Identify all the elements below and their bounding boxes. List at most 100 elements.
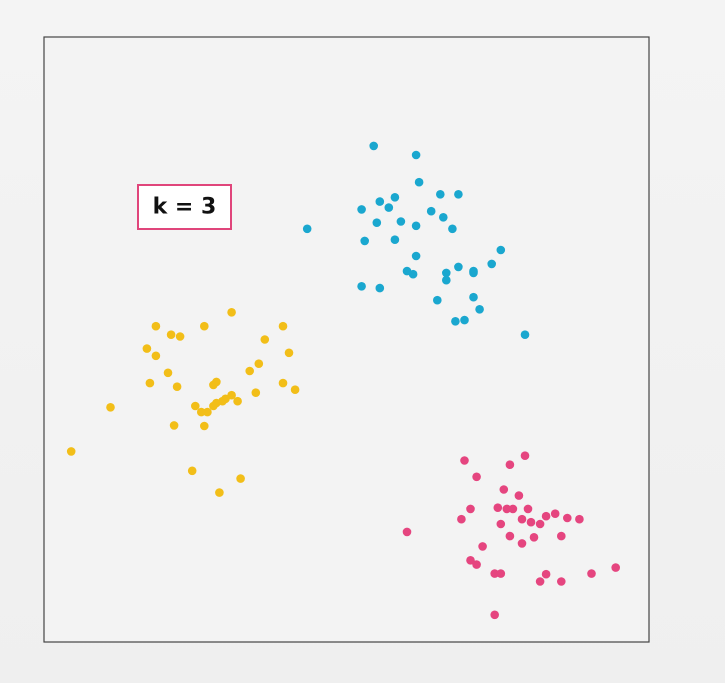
- cluster-1-point: [439, 213, 448, 222]
- cluster-1-point: [411, 150, 421, 160]
- cluster-1-point: [357, 205, 366, 214]
- cluster-3-point: [472, 472, 481, 482]
- cluster-1-point: [436, 190, 445, 199]
- cluster-1-point: [411, 221, 421, 231]
- cluster-1-point: [469, 292, 478, 302]
- cluster-1-point: [302, 224, 312, 234]
- points-layer: [66, 141, 620, 620]
- cluster-1-point: [496, 245, 506, 255]
- cluster-1-point: [520, 330, 530, 340]
- cluster-3-point: [508, 504, 518, 514]
- cluster-2-point: [290, 385, 300, 395]
- cluster-2-point: [209, 401, 218, 411]
- cluster-1-point: [442, 268, 451, 278]
- cluster-1-point: [414, 177, 424, 187]
- cluster-3-point: [523, 504, 533, 514]
- cluster-3-point: [557, 531, 566, 541]
- cluster-3-point: [611, 563, 620, 572]
- cluster-2-point: [145, 378, 155, 388]
- cluster-2-point: [251, 388, 261, 398]
- cluster-3-point: [535, 519, 545, 529]
- k-annotation-box: [137, 184, 232, 230]
- k-annotation-text: k = 3: [153, 195, 217, 220]
- cluster-3: [402, 451, 620, 620]
- cluster-3-point: [496, 569, 506, 578]
- cluster-3-point: [402, 527, 412, 537]
- cluster-2-point: [172, 382, 182, 392]
- cluster-1-point: [487, 259, 497, 269]
- cluster-3-point: [466, 556, 475, 565]
- cluster-3-point: [457, 514, 466, 524]
- cluster-1-point: [375, 283, 385, 293]
- cluster-2-point: [245, 366, 254, 376]
- cluster-3-point: [575, 514, 584, 524]
- cluster-2-point: [106, 403, 115, 412]
- cluster-3-point: [502, 504, 512, 514]
- cluster-2-point: [66, 447, 76, 456]
- cluster-2-point: [191, 401, 200, 411]
- cluster-1-point: [390, 235, 400, 244]
- cluster-3-point: [490, 610, 500, 620]
- cluster-3-point: [466, 504, 475, 514]
- cluster-2-point: [142, 344, 152, 353]
- cluster-2: [66, 308, 300, 497]
- cluster-3-point: [563, 513, 572, 523]
- cluster-3-point: [478, 542, 487, 551]
- cluster-2-point: [151, 351, 161, 361]
- cluster-1-point: [426, 206, 436, 216]
- cluster-1-point: [411, 251, 421, 261]
- cluster-2-point: [163, 368, 173, 378]
- cluster-1-point: [357, 282, 366, 291]
- cluster-3-point: [493, 503, 503, 512]
- cluster-2-point: [166, 330, 176, 340]
- cluster-1-point: [451, 317, 460, 326]
- cluster-1-point: [360, 236, 370, 246]
- cluster-1-point: [454, 190, 463, 199]
- cluster-1-point: [460, 315, 469, 325]
- cluster-1-point: [396, 217, 406, 226]
- cluster-2-point: [197, 407, 206, 417]
- cluster-1-point: [408, 269, 418, 279]
- cluster-1-point: [448, 224, 457, 234]
- cluster-3-point: [550, 509, 560, 518]
- cluster-2-point: [221, 394, 230, 404]
- cluster-2-point: [284, 348, 294, 358]
- cluster-2-point: [278, 378, 288, 388]
- cluster-3-point: [517, 539, 527, 548]
- cluster-2-point: [175, 332, 185, 341]
- cluster-3-point: [472, 560, 481, 569]
- cluster-1-point: [433, 295, 442, 305]
- cluster-2-point: [260, 335, 270, 344]
- cluster-2-point: [254, 359, 264, 369]
- cluster-2-point: [233, 396, 242, 406]
- cluster-2-point: [200, 421, 209, 431]
- cluster-1-point: [454, 262, 463, 272]
- cluster-3-point: [496, 519, 506, 529]
- cluster-2-point: [215, 488, 224, 497]
- cluster-2-point: [187, 466, 197, 476]
- cluster-3-point: [557, 577, 566, 586]
- cluster-2-point: [151, 321, 161, 331]
- cluster-3-point: [526, 517, 536, 527]
- cluster-3-point: [505, 460, 515, 470]
- cluster-1-point: [372, 218, 382, 227]
- cluster-1-point: [384, 203, 394, 212]
- cluster-2-point: [169, 421, 179, 430]
- cluster-2-point: [212, 377, 221, 387]
- cluster-3-point: [460, 456, 469, 465]
- cluster-3-point: [490, 569, 500, 578]
- cluster-1-point: [390, 193, 400, 202]
- cluster-2-point: [227, 308, 236, 317]
- cluster-2-point: [200, 321, 209, 331]
- cluster-3-point: [517, 514, 527, 524]
- cluster-3-point: [587, 569, 596, 578]
- cluster-2-point: [236, 474, 245, 483]
- k-annotation: k = 3: [137, 184, 232, 230]
- cluster-3-point: [541, 511, 551, 521]
- cluster-2-point: [278, 321, 288, 331]
- cluster-3-point: [499, 485, 509, 494]
- cluster-3-point: [505, 531, 515, 541]
- plot-frame: [43, 36, 650, 643]
